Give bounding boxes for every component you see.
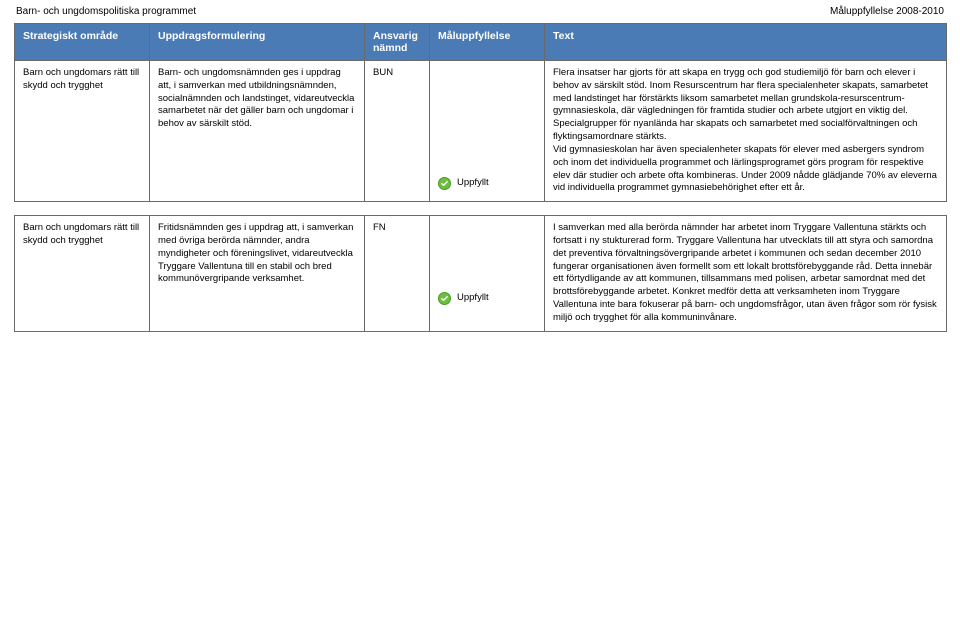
namnd-code: BUN	[373, 67, 393, 78]
check-circle-icon	[438, 177, 451, 190]
col-header-mal: Måluppfyllelse	[430, 24, 545, 61]
strat-area: Barn och ungdomars rätt till skydd och t…	[23, 67, 139, 91]
page-header-left: Barn- och ungdomspolitiska programmet	[16, 6, 196, 17]
result-text: Flera insatser har gjorts för att skapa …	[553, 67, 937, 193]
status-label: Uppfyllt	[457, 177, 489, 190]
result-text: I samverkan med alla berörda nämnder har…	[553, 222, 937, 323]
page-header-right: Måluppfyllelse 2008-2010	[830, 6, 944, 17]
status-cell: Uppfyllt	[438, 222, 536, 305]
uppdrag-text: Fritidsnämnden ges i uppdrag att, i samv…	[158, 222, 353, 284]
status-label: Uppfyllt	[457, 292, 489, 305]
check-circle-icon	[438, 292, 451, 305]
col-header-strat: Strategiskt område	[15, 24, 150, 61]
row-gap	[15, 202, 947, 216]
col-header-namnd: Ansvarig nämnd	[365, 24, 430, 61]
goals-table: Strategiskt område Uppdragsformulering A…	[14, 23, 947, 332]
table-row: Barn och ungdomars rätt till skydd och t…	[15, 216, 947, 332]
table-row: Barn och ungdomars rätt till skydd och t…	[15, 61, 947, 202]
col-header-text: Text	[545, 24, 947, 61]
status-cell: Uppfyllt	[438, 67, 536, 190]
namnd-code: FN	[373, 222, 386, 233]
col-header-uppdrag: Uppdragsformulering	[150, 24, 365, 61]
table-header-row: Strategiskt område Uppdragsformulering A…	[15, 24, 947, 61]
uppdrag-text: Barn- och ungdomsnämnden ges i uppdrag a…	[158, 67, 354, 129]
strat-area: Barn och ungdomars rätt till skydd och t…	[23, 222, 139, 246]
